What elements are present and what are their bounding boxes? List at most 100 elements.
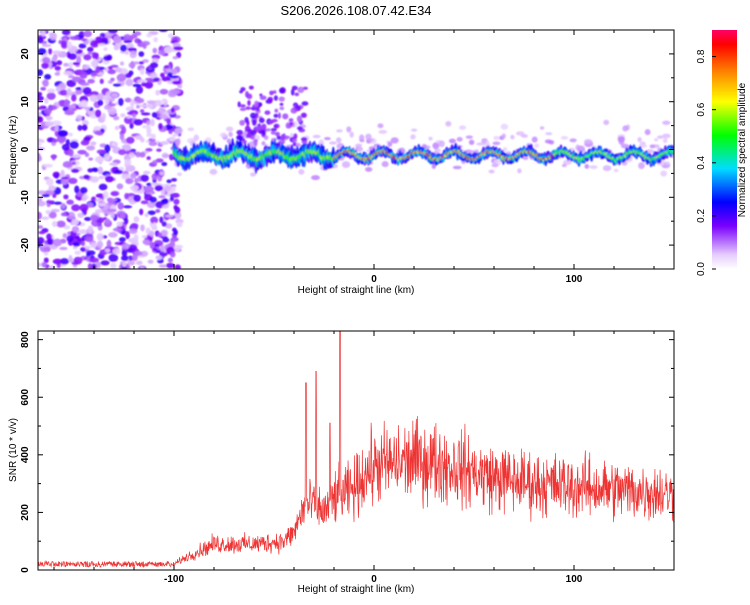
halo-blob bbox=[654, 138, 659, 142]
noise-blob bbox=[98, 183, 108, 191]
noise-blob bbox=[140, 137, 145, 143]
halo-blob bbox=[510, 134, 515, 140]
halo-blob bbox=[563, 159, 572, 165]
noise-blob bbox=[81, 241, 86, 247]
noise-blob bbox=[79, 82, 90, 86]
noise-blob bbox=[101, 112, 106, 121]
wisp-blob bbox=[270, 130, 276, 135]
halo-blob bbox=[324, 137, 331, 141]
noise-blob bbox=[164, 65, 170, 69]
noise-blob bbox=[48, 105, 58, 111]
halo-blob bbox=[620, 143, 630, 149]
noise-blob bbox=[147, 259, 154, 264]
noise-blob bbox=[38, 37, 44, 44]
noise-blob bbox=[87, 263, 93, 269]
halo-blob bbox=[613, 168, 619, 173]
noise-blob bbox=[126, 115, 132, 119]
noise-blob bbox=[38, 111, 42, 117]
wisp-blob bbox=[248, 85, 254, 90]
noise-blob bbox=[104, 153, 111, 161]
noise-blob bbox=[60, 212, 67, 217]
spectrogram-y-tick-label: 0 bbox=[20, 146, 31, 152]
noise-blob bbox=[127, 260, 136, 266]
noise-blob bbox=[69, 35, 80, 41]
noise-blob bbox=[89, 176, 100, 183]
noise-blob bbox=[104, 144, 111, 153]
noise-blob bbox=[69, 140, 79, 149]
noise-blob bbox=[136, 104, 141, 109]
noise-blob bbox=[103, 55, 112, 62]
snr-x-tick-label: 100 bbox=[566, 574, 583, 585]
halo-blob bbox=[644, 129, 651, 136]
noise-blob bbox=[121, 173, 131, 180]
noise-blob bbox=[51, 120, 62, 126]
noise-blob bbox=[171, 177, 177, 182]
halo-blob bbox=[622, 125, 629, 132]
noise-blob bbox=[152, 47, 158, 54]
noise-blob bbox=[56, 134, 67, 143]
noise-blob bbox=[141, 235, 148, 239]
noise-blob bbox=[131, 254, 138, 262]
noise-blob bbox=[94, 109, 102, 118]
noise-blob bbox=[60, 40, 67, 48]
wisp-blob bbox=[273, 113, 279, 118]
wisp-blob bbox=[244, 125, 251, 133]
noise-blob bbox=[121, 255, 129, 262]
noise-blob bbox=[62, 161, 73, 168]
noise-blob bbox=[48, 185, 56, 192]
noise-blob bbox=[78, 229, 88, 234]
noise-blob bbox=[123, 40, 133, 44]
noise-blob bbox=[121, 266, 128, 269]
halo-blob bbox=[341, 161, 351, 169]
noise-blob bbox=[72, 76, 82, 83]
noise-blob bbox=[80, 100, 88, 107]
noise-blob bbox=[60, 169, 65, 176]
noise-blob bbox=[174, 264, 181, 269]
halo-blob bbox=[577, 145, 586, 153]
halo-blob bbox=[465, 135, 473, 139]
noise-blob bbox=[161, 204, 169, 209]
noise-blob bbox=[160, 141, 170, 145]
noise-blob bbox=[113, 115, 120, 121]
noise-blob bbox=[48, 211, 57, 219]
halo-blob bbox=[411, 128, 418, 132]
noise-blob bbox=[116, 221, 123, 227]
noise-blob bbox=[126, 136, 135, 144]
wisp-blob bbox=[247, 100, 251, 106]
noise-blob bbox=[167, 72, 173, 77]
colorbar-label: Normalized spectral amplitude bbox=[737, 82, 748, 217]
noise-blob bbox=[167, 33, 175, 39]
noise-blob bbox=[118, 98, 124, 106]
snr-x-tick-label: -100 bbox=[164, 574, 184, 585]
noise-blob bbox=[124, 192, 129, 200]
noise-blob bbox=[51, 154, 56, 161]
noise-blob bbox=[68, 61, 73, 70]
noise-blob bbox=[158, 264, 167, 268]
noise-blob bbox=[44, 73, 52, 80]
halo-blob bbox=[209, 168, 218, 175]
halo-blob bbox=[531, 136, 538, 143]
halo-blob bbox=[603, 119, 610, 126]
noise-blob bbox=[161, 230, 168, 237]
halo-blob bbox=[452, 165, 462, 170]
wisp-blob bbox=[236, 129, 244, 136]
noise-blob bbox=[51, 139, 58, 143]
halo-blob bbox=[346, 126, 352, 133]
wisp-blob bbox=[239, 107, 247, 112]
noise-blob bbox=[54, 124, 59, 132]
wisp-blob bbox=[301, 140, 308, 144]
noise-blob bbox=[51, 220, 58, 227]
noise-blob bbox=[119, 213, 126, 219]
wisp-blob bbox=[256, 125, 262, 131]
noise-blob bbox=[105, 175, 114, 183]
noise-blob bbox=[171, 80, 181, 85]
noise-blob bbox=[173, 211, 182, 220]
noise-blob bbox=[83, 106, 91, 110]
noise-blob bbox=[169, 75, 179, 79]
noise-blob bbox=[117, 202, 124, 210]
noise-blob bbox=[81, 124, 88, 131]
wisp-blob bbox=[297, 86, 305, 94]
snr-y-tick-label: 400 bbox=[20, 446, 31, 463]
halo-blob bbox=[378, 129, 388, 134]
